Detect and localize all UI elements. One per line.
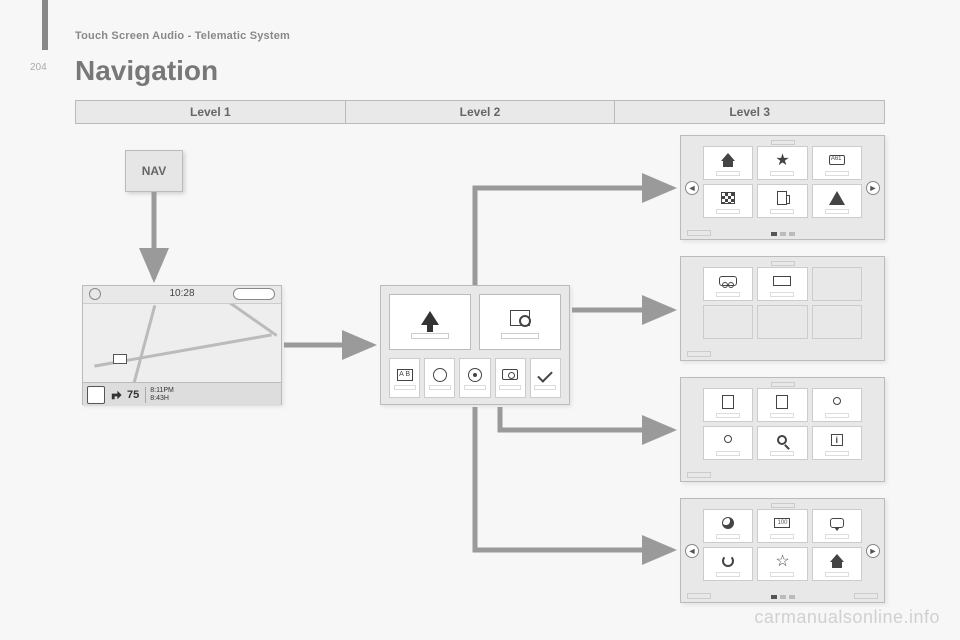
undo-icon (722, 555, 734, 567)
next-page-button[interactable]: ► (866, 181, 880, 195)
flag-icon (721, 192, 735, 204)
turn-icon (109, 388, 123, 402)
voice-button[interactable] (812, 509, 862, 543)
address-button[interactable] (812, 146, 862, 180)
favorites-button[interactable]: ★ (757, 146, 807, 180)
level-1-header: Level 1 (76, 101, 346, 123)
traffic-screen (680, 256, 885, 361)
undo-button[interactable] (703, 547, 753, 581)
scale-button[interactable]: 100 (757, 509, 807, 543)
traffic-truck-button[interactable] (757, 267, 807, 301)
ok-button[interactable] (530, 358, 561, 398)
route-button[interactable] (424, 358, 455, 398)
page-accent-bar (42, 0, 48, 50)
home-icon (721, 153, 735, 167)
map-screen: 10:28 75 8:11PM 8:43H (82, 285, 282, 405)
map-area[interactable] (83, 304, 281, 382)
prev-page-button[interactable]: ◄ (685, 544, 699, 558)
target-icon (468, 368, 482, 382)
eta-time: 8:11PM (150, 387, 174, 395)
ab-icon: A B (397, 369, 413, 381)
level-header: Level 1 Level 2 Level 3 (75, 100, 885, 124)
level-3-header: Level 3 (615, 101, 884, 123)
star-icon: ★ (775, 150, 789, 170)
up-arrow-icon (421, 311, 439, 325)
page-title: Navigation (75, 55, 218, 87)
home-setting-button[interactable] (812, 547, 862, 581)
truck-icon (773, 276, 791, 286)
layers-icon (776, 395, 788, 409)
eta-dur: 8:43H (150, 395, 174, 403)
apps-screen: i (680, 377, 885, 482)
map-search-icon (510, 310, 530, 326)
apps-button[interactable] (459, 358, 490, 398)
fav-setting-button[interactable]: ☆ (757, 547, 807, 581)
view-map-button[interactable] (479, 294, 561, 350)
page-number: 204 (30, 62, 47, 73)
warn-icon (829, 191, 845, 205)
empty-cell (812, 305, 862, 339)
home-button[interactable] (703, 146, 753, 180)
speech-icon (830, 518, 844, 528)
box-icon (722, 395, 734, 409)
where-to-button[interactable] (389, 294, 471, 350)
traffic-button[interactable]: A B (389, 358, 420, 398)
level3-column: ◄ ► ★ (680, 135, 885, 603)
moon-icon (722, 517, 734, 529)
app4-button[interactable] (703, 426, 753, 460)
camera-icon (502, 369, 518, 380)
menu-pill[interactable] (233, 288, 275, 300)
person2-icon (724, 435, 732, 443)
star-icon: ☆ (775, 551, 789, 571)
compass-icon[interactable] (87, 386, 105, 404)
app5-button[interactable] (757, 426, 807, 460)
breadcrumb: Touch Screen Audio - Telematic System (75, 30, 290, 42)
empty-cell (703, 305, 753, 339)
info-icon: i (831, 434, 843, 446)
level-2-header: Level 2 (346, 101, 616, 123)
check-icon (538, 367, 554, 383)
nav-button-label: NAV (142, 164, 166, 178)
route-icon (433, 368, 447, 382)
car-icon (719, 276, 737, 286)
scale-icon: 100 (774, 518, 790, 528)
map-bottombar: 75 8:11PM 8:43H (83, 382, 281, 406)
traffic-car-button[interactable] (703, 267, 753, 301)
fuel-icon (777, 191, 787, 205)
settings-screen: ◄ ► 100 ☆ (680, 498, 885, 603)
eta-block: 8:11PM 8:43H (145, 387, 174, 403)
recent-button[interactable] (703, 184, 753, 218)
station-icon (113, 354, 127, 364)
sign-icon (829, 155, 845, 165)
night-mode-button[interactable] (703, 509, 753, 543)
person-icon (833, 397, 841, 405)
prev-page-button[interactable]: ◄ (685, 181, 699, 195)
turn-distance: 75 (127, 389, 139, 401)
empty-cell (812, 267, 862, 301)
clock: 10:28 (169, 288, 194, 299)
empty-cell (757, 305, 807, 339)
emergency-button[interactable] (812, 184, 862, 218)
app6-button[interactable]: i (812, 426, 862, 460)
gps-icon (89, 288, 101, 300)
map-topbar: 10:28 (83, 286, 281, 304)
app1-button[interactable] (703, 388, 753, 422)
nav-menu-screen: A B (380, 285, 570, 405)
app3-button[interactable] (812, 388, 862, 422)
app2-button[interactable] (757, 388, 807, 422)
nav-button[interactable]: NAV (125, 150, 183, 192)
home-icon (830, 554, 844, 568)
camera-button[interactable] (495, 358, 526, 398)
search-icon (777, 435, 787, 445)
watermark: carmanualsonline.info (754, 607, 940, 628)
where-to-screen: ◄ ► ★ (680, 135, 885, 240)
next-page-button[interactable]: ► (866, 544, 880, 558)
fuel-button[interactable] (757, 184, 807, 218)
